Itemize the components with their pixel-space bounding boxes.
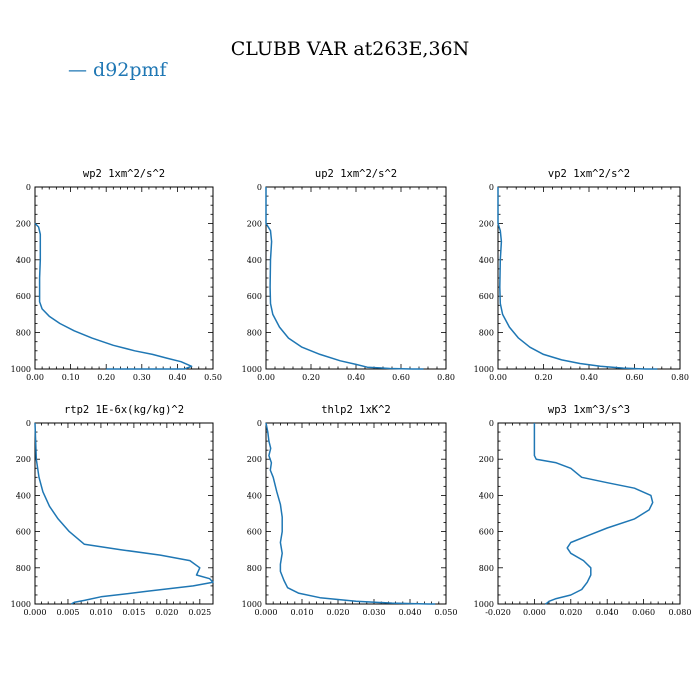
y-tick-label: 0 xyxy=(257,183,262,192)
y-tick-label: 600 xyxy=(16,528,31,537)
x-tick-label: 0.000 xyxy=(523,608,546,617)
panel-1: wp2 1xm^2/s^2 0.00 0.10 0.20 0.30 0.40 0.50 0 20… xyxy=(11,168,222,382)
x-tick-label: 0.020 xyxy=(155,608,178,617)
y-tick-label: 0 xyxy=(26,183,31,192)
series-line-d92pmf xyxy=(533,423,654,605)
y-tick-label: 0 xyxy=(489,183,494,192)
x-tick-label: 0.010 xyxy=(291,608,314,617)
y-tick-label: 200 xyxy=(479,455,494,464)
y-tick-label: 600 xyxy=(479,528,494,537)
series-line-d92pmf xyxy=(265,422,436,605)
panel-title: thlp2 1xK^2 xyxy=(321,404,391,416)
panel-title: wp3 1xm^3/s^3 xyxy=(548,404,630,416)
y-tick-label: 600 xyxy=(479,292,494,301)
x-tick-label: 0.60 xyxy=(626,373,644,382)
panel-4: rtp2 1E-6x(kg/kg)^2 0.000 0.005 0.010 0.015 0… xyxy=(11,404,214,617)
x-tick-label: 0.000 xyxy=(24,608,47,617)
x-tick-label: 0.00 xyxy=(26,373,44,382)
panel-6: wp3 1xm^3/s^3 -0.020 0.000 0.020 0.040 0.060 0… xyxy=(474,404,692,617)
legend-entry: — d92pmf xyxy=(68,59,169,81)
x-tick-label: 0.00 xyxy=(257,373,275,382)
x-tick-label: 0.80 xyxy=(437,373,455,382)
x-tick-label: 0.080 xyxy=(669,608,692,617)
y-tick-label: 1000 xyxy=(11,600,31,609)
series-line-d92pmf xyxy=(265,187,424,370)
x-tick-label: 0.00 xyxy=(489,373,507,382)
x-tick-label: 0.000 xyxy=(255,608,278,617)
x-tick-label: 0.40 xyxy=(347,373,365,382)
y-tick-label: 1000 xyxy=(474,365,494,374)
y-tick-label: 800 xyxy=(247,564,262,573)
y-tick-label: 600 xyxy=(247,528,262,537)
panel-5: thlp2 1xK^2 0.000 0.010 0.020 0.030 0.040 0.05… xyxy=(242,404,458,617)
series-line-d92pmf xyxy=(34,222,193,370)
figure-title: CLUBB VAR at263E,36N xyxy=(231,38,470,60)
y-tick-label: 400 xyxy=(247,491,262,500)
y-tick-label: 200 xyxy=(479,219,494,228)
panel-2: up2 1xm^2/s^2 0.00 0.20 0.40 0.60 0.80 0 200 400… xyxy=(242,168,455,382)
plot-frame xyxy=(497,422,681,605)
y-tick-label: 1000 xyxy=(11,365,31,374)
y-tick-label: 200 xyxy=(247,455,262,464)
x-tick-label: 0.020 xyxy=(559,608,582,617)
panel-grid: wp2 1xm^2/s^2 0.00 0.10 0.20 0.30 0.40 0.50 0 20… xyxy=(11,168,692,617)
series-line-d92pmf xyxy=(34,422,214,605)
x-tick-label: 0.60 xyxy=(392,373,410,382)
x-tick-label: 0.050 xyxy=(435,608,458,617)
y-tick-label: 400 xyxy=(16,256,31,265)
y-tick-label: 400 xyxy=(479,491,494,500)
y-tick-label: 800 xyxy=(247,329,262,338)
x-tick-label: 0.40 xyxy=(580,373,598,382)
y-tick-label: 200 xyxy=(16,455,31,464)
y-tick-label: 800 xyxy=(479,329,494,338)
x-tick-label: 0.040 xyxy=(399,608,422,617)
panel-title: vp2 1xm^2/s^2 xyxy=(548,168,630,180)
plot-frame xyxy=(34,186,214,370)
y-tick-label: 400 xyxy=(16,491,31,500)
panel-3: vp2 1xm^2/s^2 0.00 0.20 0.40 0.60 0.80 0 200 400… xyxy=(474,168,689,382)
y-tick-label: 0 xyxy=(257,419,262,428)
series-line-d92pmf xyxy=(497,187,658,370)
x-tick-label: 0.40 xyxy=(168,373,186,382)
y-tick-label: 0 xyxy=(489,419,494,428)
plot-frame xyxy=(497,186,681,370)
x-tick-label: 0.20 xyxy=(302,373,320,382)
panel-title: up2 1xm^2/s^2 xyxy=(315,168,397,180)
y-tick-label: 1000 xyxy=(474,600,494,609)
y-tick-label: 800 xyxy=(16,329,31,338)
x-tick-label: 0.10 xyxy=(62,373,80,382)
x-tick-label: 0.50 xyxy=(204,373,222,382)
panel-title: rtp2 1E-6x(kg/kg)^2 xyxy=(64,404,184,416)
y-tick-label: 400 xyxy=(247,256,262,265)
y-tick-label: 0 xyxy=(26,419,31,428)
plot-frame xyxy=(265,422,447,605)
x-tick-label: 0.030 xyxy=(363,608,386,617)
x-tick-label: 0.30 xyxy=(133,373,151,382)
x-tick-label: 0.015 xyxy=(122,608,145,617)
plot-frame xyxy=(34,422,214,605)
y-tick-label: 200 xyxy=(16,219,31,228)
x-tick-label: 0.80 xyxy=(671,373,689,382)
y-tick-label: 400 xyxy=(479,256,494,265)
y-tick-label: 1000 xyxy=(242,600,262,609)
x-tick-label: 0.005 xyxy=(57,608,80,617)
y-tick-label: 800 xyxy=(479,564,494,573)
x-tick-label: 0.20 xyxy=(535,373,553,382)
x-tick-label: 0.010 xyxy=(89,608,112,617)
y-tick-label: 600 xyxy=(16,292,31,301)
x-tick-label: 0.060 xyxy=(632,608,655,617)
y-tick-label: 1000 xyxy=(242,365,262,374)
y-tick-label: 200 xyxy=(247,219,262,228)
panel-title: wp2 1xm^2/s^2 xyxy=(83,168,165,180)
x-tick-label: 0.040 xyxy=(596,608,619,617)
y-tick-label: 800 xyxy=(16,564,31,573)
x-tick-label: -0.020 xyxy=(485,608,511,617)
x-tick-label: 0.025 xyxy=(188,608,211,617)
x-tick-label: 0.020 xyxy=(327,608,350,617)
y-tick-label: 600 xyxy=(247,292,262,301)
x-tick-label: 0.20 xyxy=(97,373,115,382)
